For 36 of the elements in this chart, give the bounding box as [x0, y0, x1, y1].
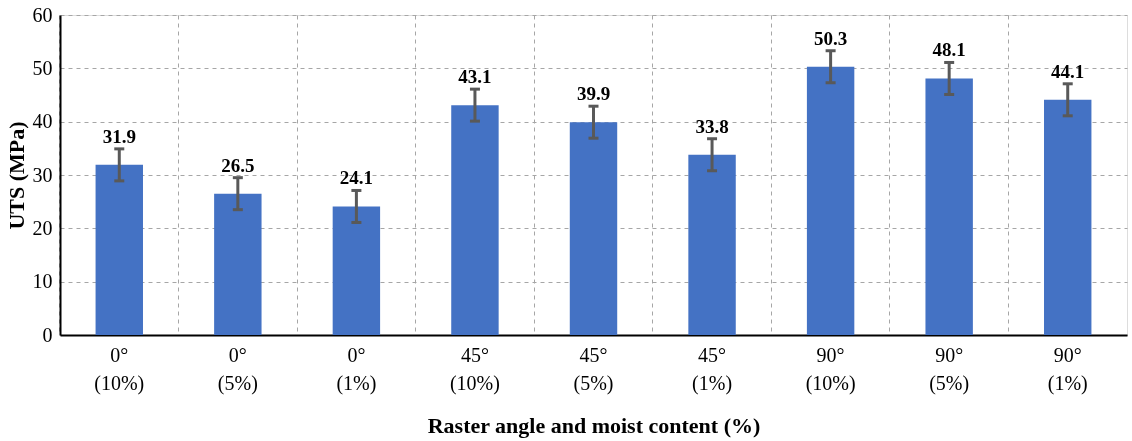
x-tick-label: 0° (1%): [336, 343, 377, 395]
y-tick-label: 40: [32, 110, 53, 133]
x-tick-label: 0° (5%): [217, 343, 258, 395]
bar: [214, 193, 262, 335]
data-label: 26.5: [221, 154, 255, 176]
x-tick-label: 0° (10%): [94, 343, 145, 395]
bar: [451, 105, 499, 335]
x-tick-label: 45° (1%): [692, 343, 733, 395]
y-tick-label: 30: [32, 163, 53, 186]
data-label: 24.1: [339, 167, 374, 189]
y-tick-label: 60: [32, 3, 53, 26]
x-tick-label: 90° (10%): [805, 343, 856, 395]
data-label: 31.9: [102, 125, 136, 147]
data-label: 50.3: [813, 27, 848, 49]
x-tick-label: 90° (5%): [929, 343, 970, 395]
bar: [95, 164, 143, 335]
bar: [569, 122, 618, 335]
bar: [332, 206, 381, 335]
data-label: 43.1: [458, 66, 492, 88]
y-axis-title: UTS (MPa): [3, 121, 29, 230]
x-tick-label: 45° (5%): [573, 343, 614, 395]
x-tick-label: 90° (1%): [1047, 343, 1088, 395]
x-tick-label: 45° (10%): [449, 343, 500, 395]
bar: [1044, 99, 1092, 335]
y-tick-label: 20: [32, 216, 53, 239]
y-tick-label: 50: [32, 56, 53, 79]
y-tick-label: 10: [32, 270, 53, 293]
data-label: 33.8: [695, 115, 729, 137]
x-axis-title: Raster angle and moist content (%): [427, 412, 761, 438]
y-tick-label: 0: [42, 323, 53, 346]
bar: [925, 78, 973, 335]
bar: [806, 66, 855, 335]
data-label: 39.9: [576, 83, 611, 105]
data-label: 44.1: [1051, 60, 1085, 82]
bar: [688, 154, 736, 335]
data-label: 48.1: [932, 39, 966, 61]
